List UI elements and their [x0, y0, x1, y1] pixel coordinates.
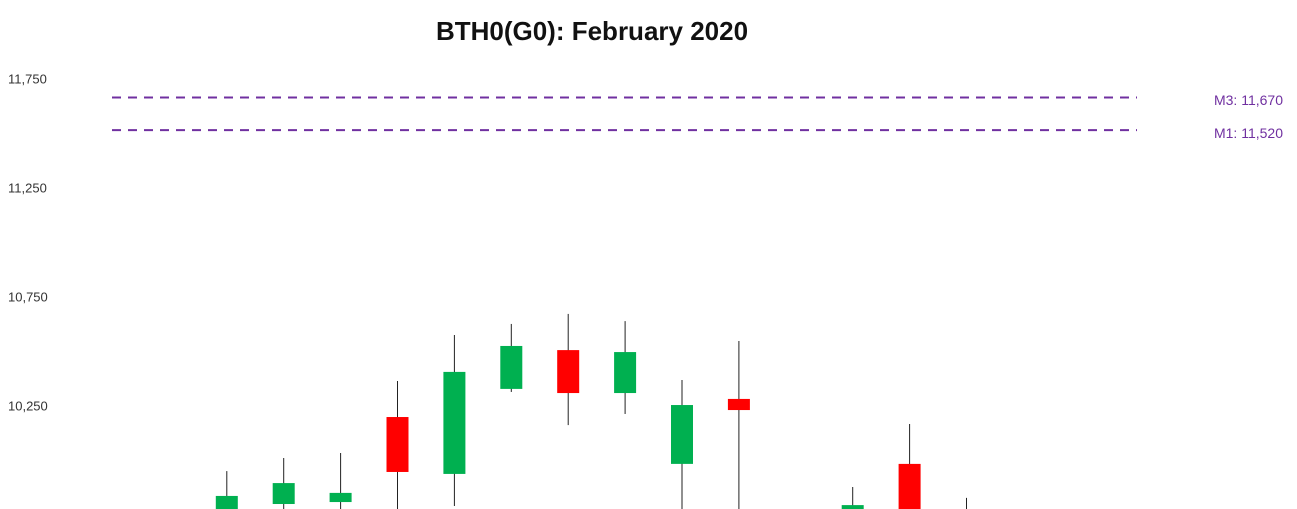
candle-body — [557, 350, 580, 394]
candle-body — [614, 352, 637, 394]
candle-body — [671, 405, 693, 464]
y-tick-label: 11,750 — [8, 71, 47, 86]
candle-body — [386, 417, 409, 472]
y-tick-label: 10,750 — [8, 289, 48, 304]
y-tick-label: 11,250 — [8, 180, 47, 195]
candle-body — [443, 371, 466, 474]
candle-body — [841, 505, 864, 509]
candle-body — [215, 495, 238, 509]
candle-body — [898, 463, 921, 509]
candle-body — [329, 492, 352, 503]
reference-label: M3: 11,670 — [1214, 92, 1283, 108]
chart-title: BTH0(G0): February 2020 — [436, 16, 748, 46]
candle-body — [727, 398, 750, 411]
candle-body — [272, 483, 295, 505]
y-tick-label: 9,750 — [8, 507, 41, 509]
reference-label: M1: 11,520 — [1214, 125, 1283, 141]
candle-body — [500, 345, 523, 389]
y-tick-label: 10,250 — [8, 398, 48, 413]
